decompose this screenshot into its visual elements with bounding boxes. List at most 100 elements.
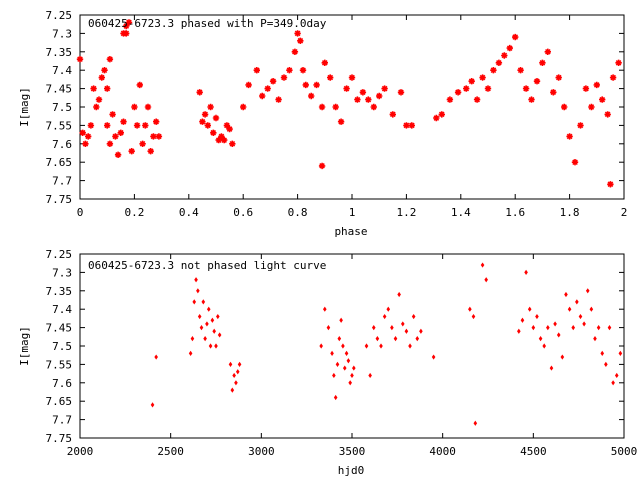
data-point (381, 85, 388, 92)
data-point (614, 372, 619, 379)
data-point (564, 291, 568, 298)
data-point (201, 299, 206, 305)
data-point (501, 52, 508, 59)
data-point (208, 343, 213, 349)
data-point (609, 74, 617, 81)
data-point (90, 85, 97, 92)
data-point (318, 162, 326, 170)
data-point (332, 372, 336, 379)
data-point (400, 321, 405, 327)
data-point (323, 306, 327, 312)
data-point (214, 343, 218, 349)
data-point (147, 148, 154, 155)
axis-ticks (79, 14, 625, 200)
data-point (566, 133, 573, 140)
data-point (582, 85, 590, 92)
data-point (604, 361, 608, 367)
unphased-plot-panel: 2000 2500 3000 3500 4000 4500 5000 7.25 7.3 7.35 7… (18, 248, 637, 477)
y-axis-label: I[mag] (18, 87, 31, 127)
data-point (538, 336, 543, 342)
x-tick-label: 1.6 (505, 206, 525, 219)
data-point (468, 78, 475, 85)
x-tick-label: 1.8 (560, 206, 580, 219)
data-point (517, 328, 521, 334)
data-point (337, 336, 342, 342)
data-point (197, 313, 202, 320)
data-point (188, 350, 193, 356)
data-point (125, 19, 133, 26)
data-point (589, 306, 594, 312)
data-points (150, 262, 623, 426)
data-point (517, 67, 524, 74)
y-tick-label: 7.4 (52, 64, 72, 77)
data-point (411, 313, 416, 320)
data-point (348, 74, 356, 81)
data-point (221, 136, 228, 144)
plot-frame (79, 14, 625, 200)
data-point (408, 122, 415, 129)
data-point (112, 133, 119, 140)
y-tick-label: 7.5 (52, 340, 72, 353)
data-point (495, 59, 503, 66)
data-point (571, 159, 579, 166)
data-point (354, 96, 361, 103)
data-point (216, 313, 220, 320)
data-point (571, 325, 576, 331)
data-point (142, 122, 149, 129)
data-point (318, 103, 326, 111)
y-axis-label: I[mag] (18, 326, 31, 366)
plot-frame (79, 253, 625, 439)
data-point (379, 343, 383, 349)
data-point (294, 30, 301, 37)
data-point (237, 361, 242, 367)
data-point (203, 336, 207, 342)
data-point (297, 37, 304, 44)
data-point (120, 30, 127, 37)
data-point (199, 325, 204, 331)
data-point (350, 372, 354, 379)
data-point (484, 277, 488, 283)
data-point (468, 306, 472, 312)
data-point (235, 369, 240, 375)
y-tick-label: 7.3 (52, 266, 72, 279)
data-point (593, 336, 597, 342)
data-point (611, 380, 615, 386)
data-point (390, 325, 394, 331)
data-point (593, 81, 600, 89)
data-point (585, 288, 590, 294)
data-point (253, 67, 260, 74)
data-point (144, 103, 152, 111)
data-point (218, 133, 225, 140)
data-point (286, 67, 293, 74)
data-point (371, 325, 376, 331)
data-point (522, 85, 530, 92)
data-point (397, 291, 401, 298)
data-point (205, 321, 209, 327)
data-point (490, 67, 497, 74)
y-tick-label: 7.5 (52, 101, 72, 114)
data-point (535, 313, 539, 320)
data-point (506, 44, 513, 52)
data-point (299, 67, 307, 74)
data-point (230, 387, 235, 393)
data-point (520, 317, 525, 323)
y-tick-label: 7.55 (46, 358, 73, 371)
data-point (556, 332, 561, 338)
data-point (346, 358, 351, 364)
data-point (190, 336, 195, 342)
data-point (82, 140, 89, 147)
data-point (539, 59, 546, 66)
data-point (438, 111, 445, 118)
y-tick-label: 7.3 (52, 27, 72, 40)
data-point (389, 111, 396, 118)
data-point (280, 74, 288, 81)
data-point (575, 299, 579, 305)
x-tick-label: 4000 (429, 445, 456, 458)
y-tick-label: 7.45 (46, 322, 73, 335)
data-point (275, 96, 282, 103)
x-axis-label: phase (334, 225, 367, 238)
data-point (204, 122, 211, 129)
data-point (364, 343, 369, 349)
x-tick-label: 0.2 (124, 206, 144, 219)
x-tick-label: 0.6 (233, 206, 253, 219)
